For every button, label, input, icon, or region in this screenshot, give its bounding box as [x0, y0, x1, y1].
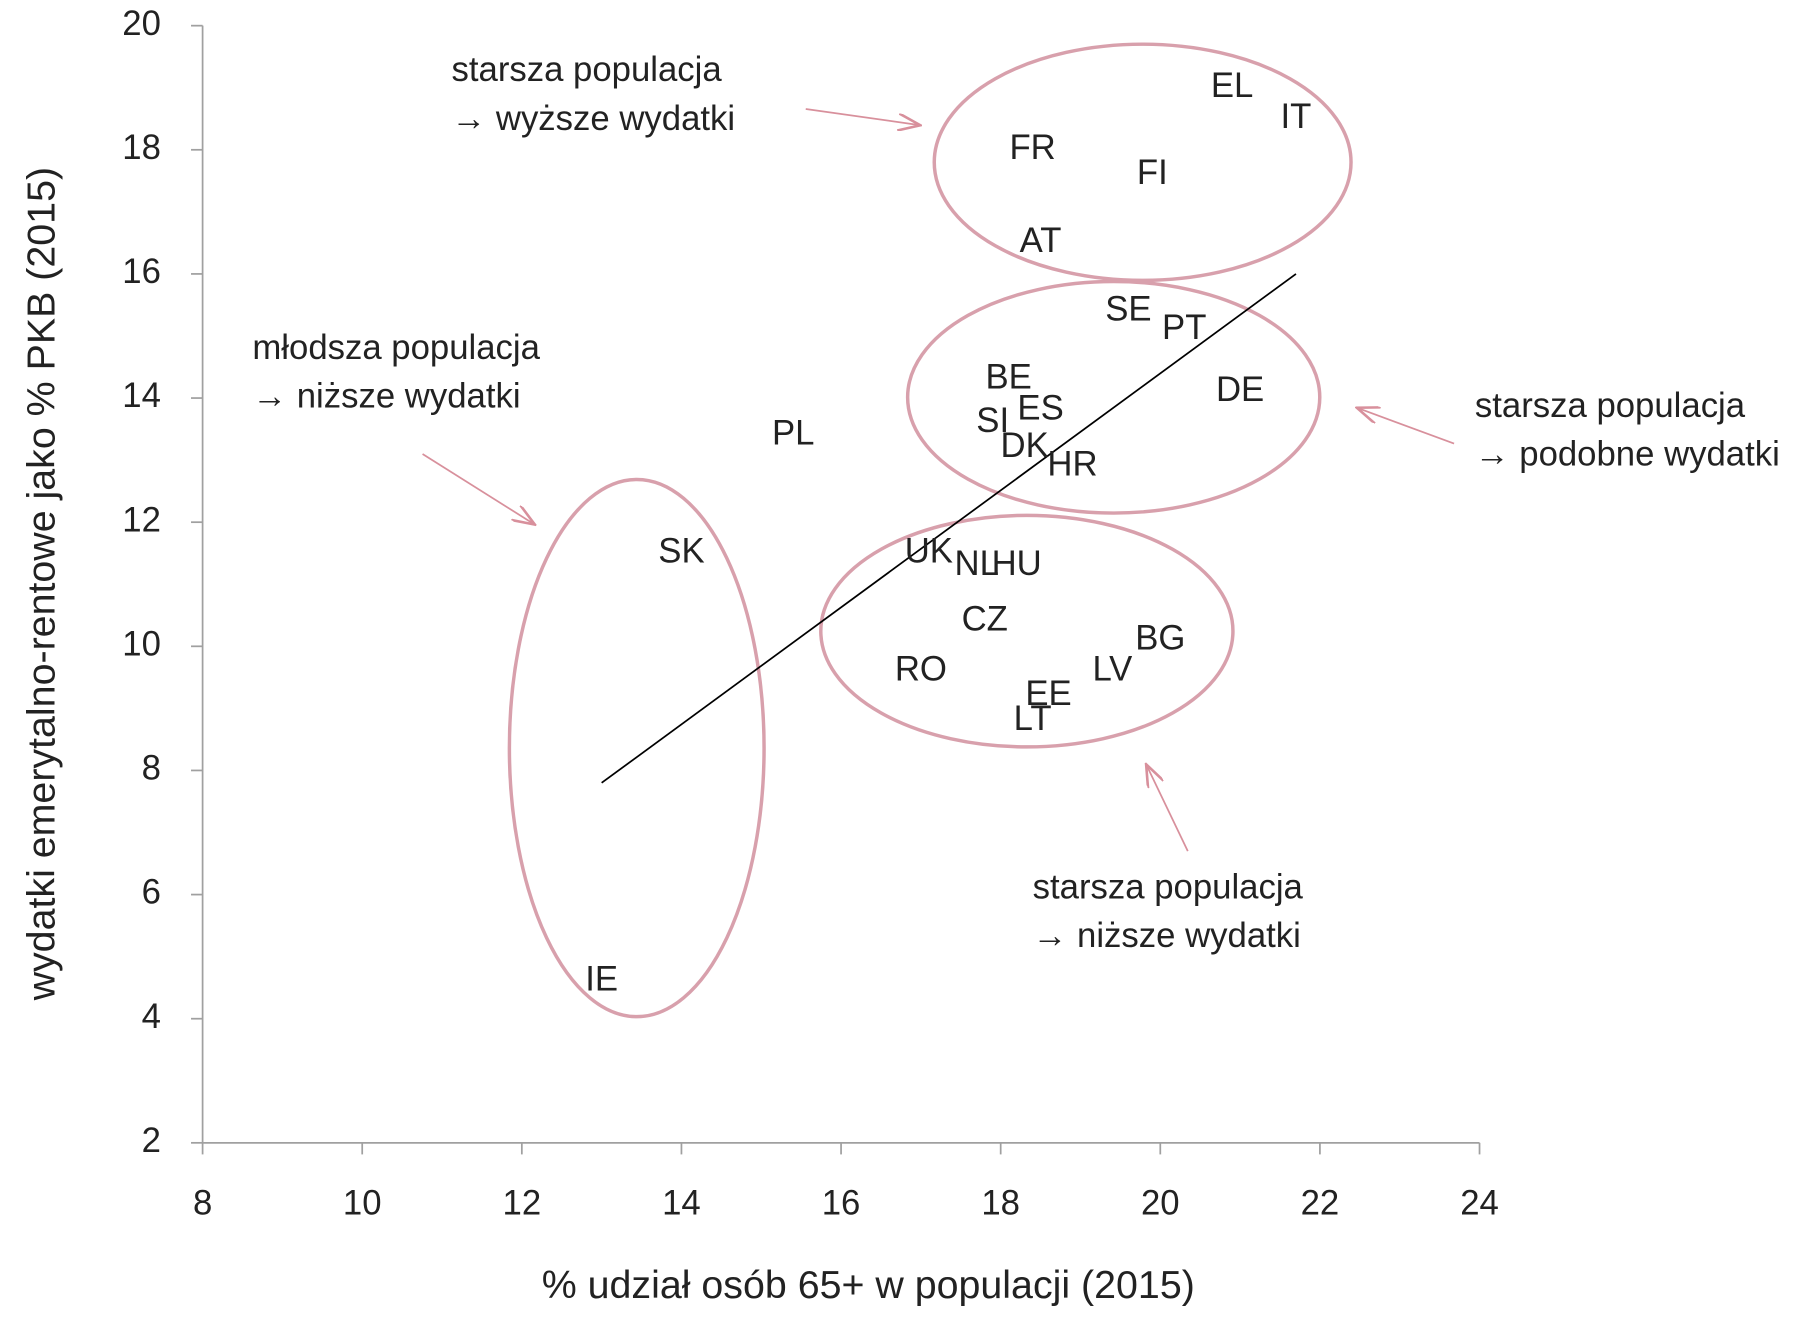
y-tick-label: 18: [122, 129, 161, 167]
point-label: LT: [1014, 700, 1052, 738]
point-label: DE: [1216, 371, 1264, 409]
point-label: NL: [955, 545, 999, 583]
point-label: HR: [1047, 445, 1097, 483]
group-ellipse: [507, 477, 766, 1019]
point-label: FI: [1137, 154, 1168, 192]
y-tick-label: 10: [122, 625, 161, 663]
trendline: [601, 273, 1297, 784]
point-label: LV: [1092, 650, 1132, 688]
arrow: [1146, 764, 1189, 852]
y-tick-label: 12: [122, 501, 161, 539]
annotation: starsza populacja: [1033, 868, 1304, 906]
point-label: SE: [1105, 290, 1151, 328]
annotation: → podobne wydatki: [1475, 435, 1780, 473]
x-tick-label: 16: [822, 1185, 861, 1223]
point-label: RO: [895, 650, 947, 688]
y-tick-label: 4: [142, 998, 161, 1036]
x-tick-label: 12: [503, 1185, 542, 1223]
point-label: EL: [1211, 67, 1253, 105]
y-tick-label: 8: [142, 750, 161, 788]
arrow: [805, 108, 921, 125]
point-label: BG: [1135, 619, 1185, 657]
y-tick-label: 2: [142, 1122, 161, 1160]
x-tick-label: 8: [193, 1185, 212, 1223]
y-tick-label: 6: [142, 874, 161, 912]
annotation: → niższe wydatki: [1033, 917, 1301, 955]
annotation: starsza populacja: [1475, 387, 1746, 425]
point-label: ES: [1017, 390, 1063, 428]
point-label: AT: [1020, 222, 1062, 260]
point-label: IE: [585, 961, 618, 999]
annotation: starsza populacja: [452, 51, 723, 89]
x-axis-label: % udział osób 65+ w populacji (2015): [542, 1263, 1195, 1307]
y-tick-label: 14: [122, 377, 161, 415]
arrow: [1357, 408, 1455, 445]
annotation: → wyższe wydatki: [452, 100, 736, 138]
point-label: PL: [772, 414, 814, 452]
point-label: IT: [1281, 98, 1312, 136]
point-label: UK: [905, 532, 953, 570]
point-label: CZ: [962, 601, 1008, 639]
point-label: DK: [1001, 427, 1049, 465]
x-tick-label: 22: [1301, 1185, 1340, 1223]
x-tick-label: 18: [981, 1185, 1020, 1223]
y-axis-label: wydatki emerytalno-rentowe jako % PKB (2…: [19, 167, 63, 1002]
point-label: FR: [1009, 129, 1055, 167]
y-tick-label: 16: [122, 253, 161, 291]
group-ellipse: [932, 42, 1353, 283]
point-label: HU: [992, 545, 1042, 583]
arrow: [422, 453, 535, 525]
annotation: młodsza populacja: [252, 329, 540, 367]
group-ellipse: [905, 279, 1322, 515]
point-label: EE: [1025, 675, 1071, 713]
x-tick-label: 14: [662, 1185, 701, 1223]
x-tick-label: 20: [1141, 1185, 1180, 1223]
x-tick-label: 24: [1460, 1185, 1499, 1223]
point-label: BE: [985, 359, 1031, 397]
annotation: → niższe wydatki: [252, 378, 520, 416]
point-label: PT: [1162, 309, 1206, 347]
group-ellipse: [819, 513, 1235, 749]
x-tick-label: 10: [343, 1185, 382, 1223]
point-label: SI: [976, 402, 1009, 440]
y-tick-label: 20: [122, 5, 161, 43]
point-label: SK: [658, 532, 704, 570]
